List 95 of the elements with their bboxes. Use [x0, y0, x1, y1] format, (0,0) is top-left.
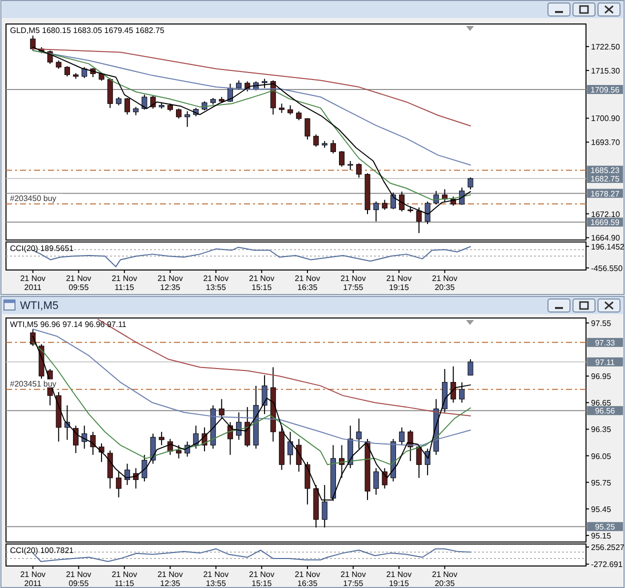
- candlestick: [176, 108, 182, 120]
- candlestick: [356, 418, 362, 450]
- ref-line-label: 1709.56: [590, 85, 620, 94]
- candlestick: [90, 431, 96, 456]
- y-tick-label: 196.1452: [591, 242, 625, 252]
- candlestick: [150, 433, 156, 464]
- y-tick-label: 1672.10: [591, 210, 620, 219]
- candlestick: [73, 425, 79, 454]
- ref-line-label: #203450 buy: [10, 194, 56, 203]
- x-tick-label: 21 Nov 2011: [20, 274, 46, 292]
- x-tick-label: 21 Nov 13:55: [203, 570, 229, 588]
- x-tick-label: 21 Nov 20:35: [432, 274, 458, 292]
- y-tick-label: 1693.70: [591, 138, 620, 148]
- x-tick-label: 21 Nov 17:55: [340, 570, 366, 588]
- x-tick-label: 21 Nov 13:55: [203, 274, 229, 292]
- x-tick-label: 21 Nov 11:15: [112, 570, 138, 588]
- candlestick: [176, 444, 182, 459]
- chart-subtitle: CCI(20) 100.7821: [10, 546, 74, 555]
- x-tick-label: 21 Nov 16:35: [294, 570, 320, 588]
- x-tick-label: 21 Nov 12:35: [157, 274, 183, 292]
- candlestick: [116, 471, 122, 498]
- candlestick: [339, 150, 345, 168]
- y-tick-label: 256.2527: [591, 543, 625, 552]
- candlestick: [262, 374, 268, 415]
- candlestick: [244, 406, 250, 448]
- x-tick-label: 21 Nov 16:35: [294, 274, 320, 292]
- candlestick: [124, 97, 130, 116]
- y-tick-label: -272.691: [591, 560, 624, 570]
- y-tick-label: 96.95: [591, 372, 612, 382]
- candlestick: [399, 191, 405, 212]
- x-tick-label: 21 Nov 11:15: [112, 274, 138, 292]
- x-tick-label: 21 Nov 09:55: [66, 570, 92, 588]
- candlestick: [142, 94, 148, 110]
- chart-subtitle: WTI,M5 96.96 97.14 96.96 97.11: [10, 320, 127, 329]
- x-tick-label: 21 Nov 15:15: [249, 570, 274, 588]
- x-tick-label: 21 Nov 15:15: [249, 274, 274, 292]
- candlestick: [98, 442, 104, 462]
- candlestick: [278, 103, 284, 114]
- ref-line-label: 97.11: [595, 358, 616, 367]
- x-tick-label: 21 Nov 09:55: [66, 274, 92, 292]
- y-tick-label: 96.35: [591, 425, 612, 434]
- ref-line-label: 96.56: [594, 406, 616, 416]
- y-tick-label: 96.05: [591, 452, 612, 461]
- candlestick: [459, 382, 465, 404]
- ref-line-label: #203451 buy: [10, 379, 56, 388]
- ref-line-label: 1678.27: [590, 189, 620, 198]
- candlestick: [262, 78, 268, 89]
- candlestick: [158, 431, 164, 446]
- candlestick: [304, 118, 310, 140]
- chart-title: WTI,M5: [20, 300, 58, 312]
- y-tick-label: 96.65: [591, 398, 612, 408]
- chart-subtitle: GLD,M5 1680.15 1683.05 1679.45 1682.75: [10, 26, 165, 35]
- candlestick: [382, 199, 388, 210]
- y-tick-label: 97.55: [591, 318, 612, 328]
- x-tick-label: 21 Nov 17:55: [340, 274, 366, 292]
- candlestick: [150, 96, 156, 110]
- y-tick-label: 1700.90: [591, 114, 620, 124]
- x-tick-label: 21 Nov 19:15: [386, 570, 412, 588]
- ref-line-label: 1669.59: [590, 218, 620, 228]
- y-tick-label: -456.550: [591, 264, 624, 273]
- ref-line-label: 97.33: [594, 338, 616, 348]
- y-tick-label: 1664.90: [591, 234, 620, 243]
- candlestick: [218, 398, 224, 420]
- candlestick: [288, 431, 294, 466]
- ref-line-label: 1682.75: [590, 174, 620, 184]
- x-tick-label: 21 Nov 12:35: [157, 570, 183, 588]
- ref-line-label: 1685.23: [590, 166, 620, 176]
- candlestick: [236, 80, 242, 90]
- candlestick: [450, 366, 456, 404]
- candlestick: [64, 66, 70, 77]
- candlestick: [399, 426, 405, 446]
- candlestick: [390, 192, 396, 210]
- y-tick-label: 1715.30: [591, 66, 620, 76]
- candlestick: [382, 468, 388, 490]
- candlestick: [356, 162, 362, 178]
- candlestick: [416, 444, 422, 478]
- candlestick: [296, 438, 302, 472]
- x-tick-label: 21 Nov 2011: [20, 570, 46, 588]
- y-tick-label: 95.15: [591, 531, 612, 540]
- ref-line-label: 95.25: [594, 522, 616, 532]
- candlestick: [373, 468, 379, 496]
- candlestick: [373, 201, 379, 222]
- candlestick: [313, 134, 319, 148]
- candlestick: [468, 358, 474, 376]
- candlestick: [288, 104, 294, 116]
- candlestick: [184, 110, 190, 128]
- candlestick: [124, 463, 130, 486]
- candlestick: [142, 454, 148, 482]
- candlestick: [330, 140, 336, 154]
- y-tick-label: 1722.50: [591, 42, 620, 52]
- y-tick-label: 95.45: [591, 504, 612, 514]
- x-tick-label: 21 Nov 20:35: [432, 570, 458, 588]
- x-tick-label: 21 Nov 19:15: [386, 274, 412, 292]
- chart-subtitle: CCI(20) 189.5651: [10, 244, 74, 253]
- y-tick-label: 95.75: [591, 478, 612, 488]
